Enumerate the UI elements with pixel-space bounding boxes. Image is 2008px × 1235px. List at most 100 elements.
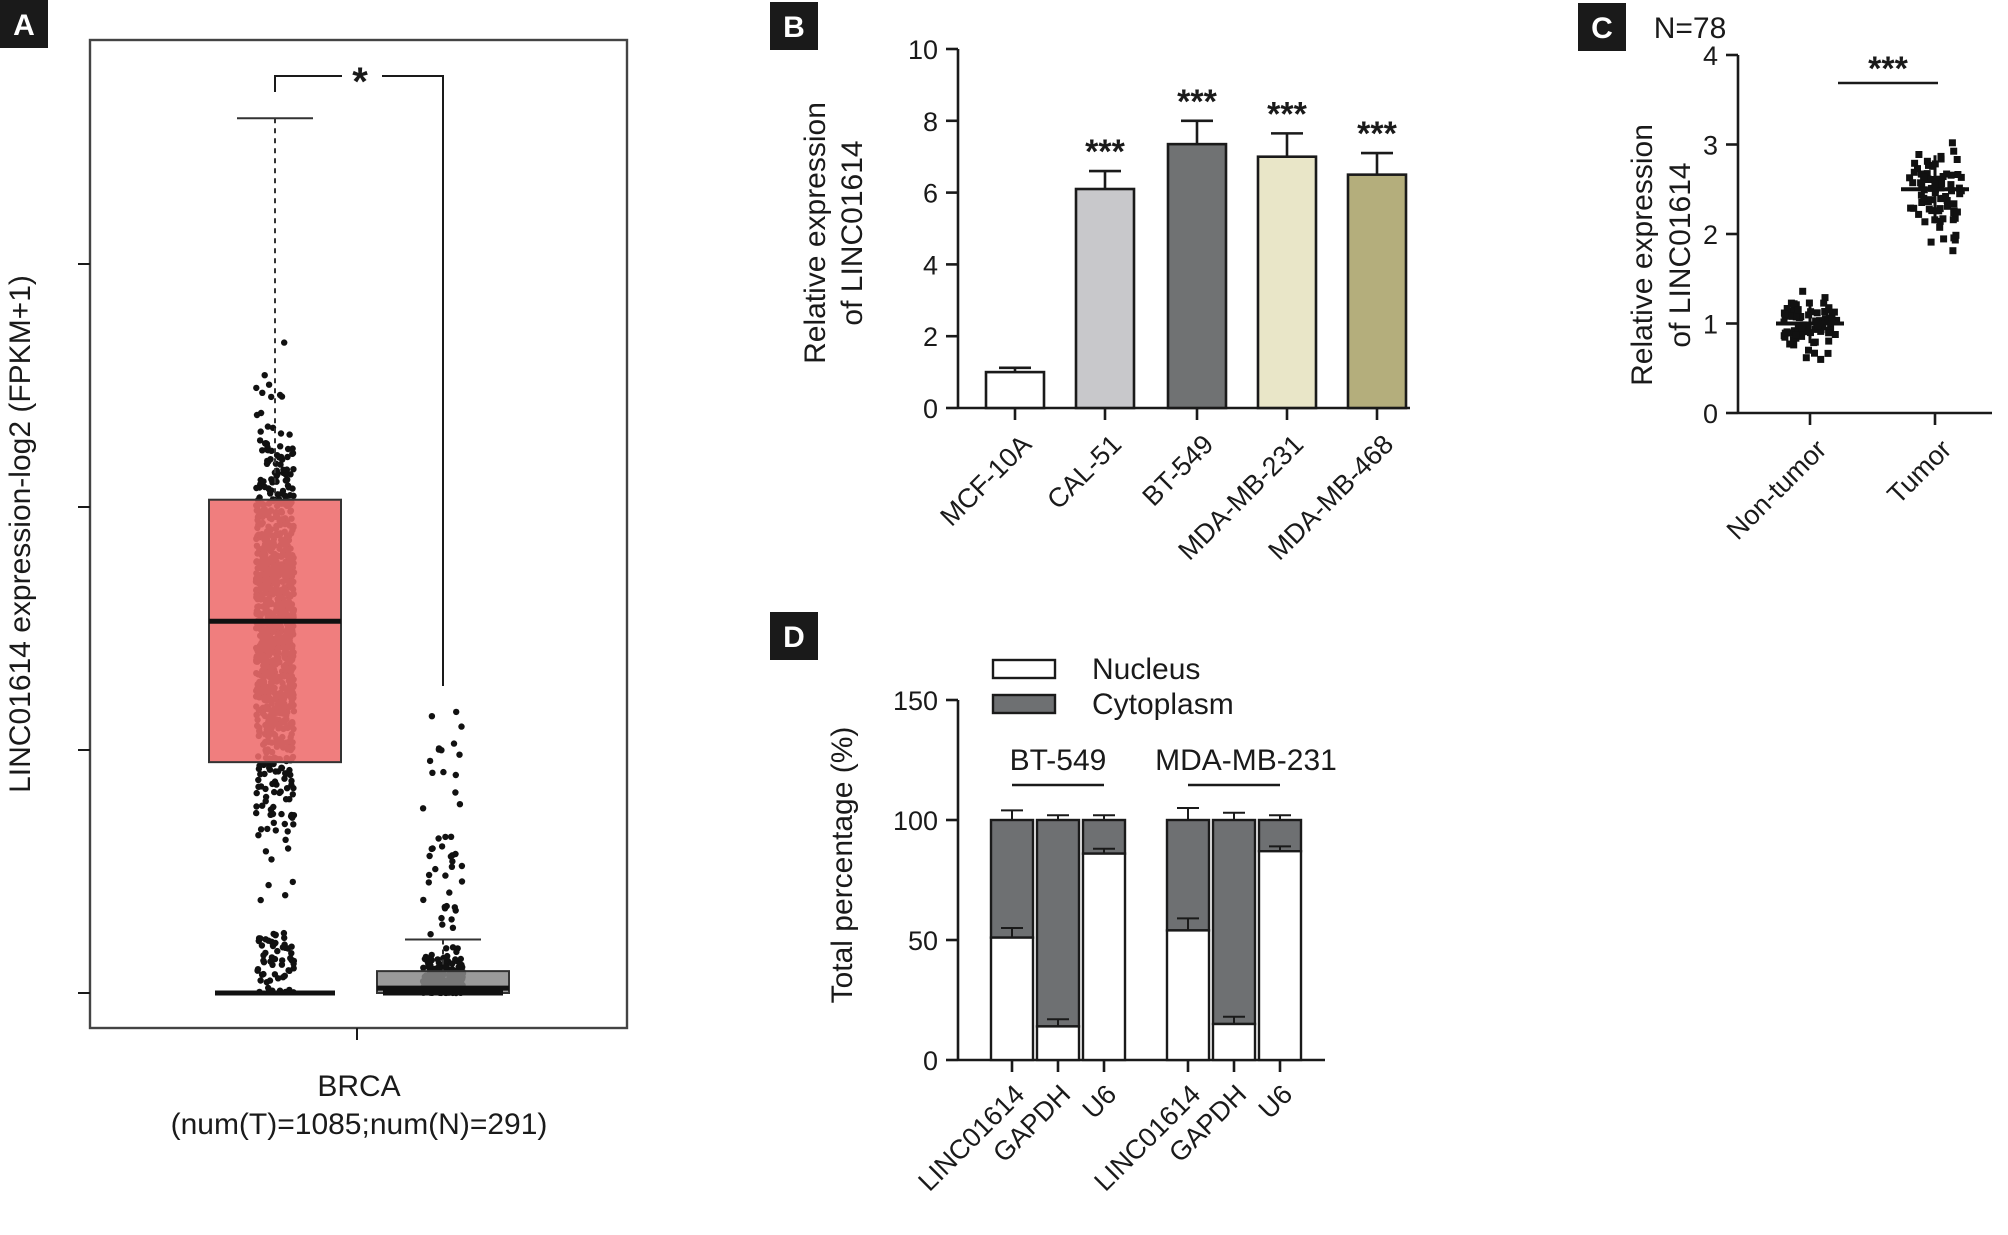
panel-a-point-normal bbox=[442, 833, 449, 841]
panel-a-point-tumor bbox=[277, 443, 284, 450]
panel-a-point-tumor bbox=[272, 939, 279, 947]
panel-a-point-normal bbox=[429, 845, 436, 852]
panel-b-letter: B bbox=[783, 11, 805, 44]
panel-c-point-non-tumor bbox=[1798, 324, 1806, 332]
panel-c-point-non-tumor bbox=[1783, 328, 1791, 336]
panel-a-point-tumor bbox=[272, 768, 279, 775]
panel-a-sample-label: (num(T)=1085;num(N)=291) bbox=[171, 1108, 548, 1141]
panel-a-point-tumor bbox=[290, 466, 297, 473]
panel-a-point-tumor bbox=[289, 485, 296, 492]
panel-d-bar-nucleus-2 bbox=[1081, 852, 1127, 1062]
panel-a-y-label: LINC01614 expression-log2 (FPKM+1) bbox=[4, 275, 37, 793]
panel-a-point-tumor bbox=[281, 934, 288, 942]
panel-a-point-tumor bbox=[265, 381, 273, 388]
panel-a-point-normal bbox=[456, 751, 463, 758]
panel-c-point-non-tumor bbox=[1812, 317, 1820, 325]
panel-c-point-non-tumor bbox=[1790, 327, 1798, 335]
panel-a-point-tumor bbox=[255, 783, 262, 790]
panel-a-point-tumor bbox=[257, 428, 264, 435]
panel-a-point-tumor bbox=[281, 972, 288, 979]
panel-c-point-tumor bbox=[1948, 139, 1956, 147]
panel-c-point-tumor bbox=[1923, 157, 1931, 165]
panel-d-bar-nucleus-3 bbox=[1165, 929, 1211, 1062]
panel-d-bar-nucleus-5 bbox=[1257, 850, 1303, 1062]
panel-a-point-tumor bbox=[271, 788, 278, 796]
panel-b-bar-cal-51 bbox=[1074, 187, 1136, 410]
panel-a-point-normal bbox=[453, 948, 460, 956]
panel-d-bars bbox=[989, 807, 1303, 1062]
panel-c-point-tumor bbox=[1944, 202, 1951, 210]
panel-c-letter: C bbox=[1591, 12, 1613, 45]
panel-a-box-0 bbox=[208, 498, 342, 764]
panel-a-point-tumor bbox=[253, 411, 261, 419]
panel-a-point-tumor bbox=[286, 431, 293, 438]
panel-c-point-tumor bbox=[1954, 171, 1962, 178]
panel-c-point-non-tumor bbox=[1792, 313, 1800, 321]
panel-c-y-tick-label-1: 1 bbox=[1703, 310, 1718, 340]
panel-c-point-non-tumor bbox=[1789, 336, 1797, 344]
panel-a-point-normal bbox=[452, 789, 459, 796]
panel-a-point-tumor bbox=[284, 482, 292, 489]
panel-a-point-normal bbox=[449, 944, 457, 951]
panel-a-point-tumor bbox=[255, 937, 262, 945]
panel-d: D Total percentage (%) NucleusCytoplasm … bbox=[770, 612, 1337, 1197]
panel-a-point-tumor bbox=[284, 845, 292, 852]
panel-d-bar-cytoplasm-4 bbox=[1211, 818, 1257, 1026]
panel-a-point-normal bbox=[441, 905, 449, 912]
panel-d-y-tick-label-2: 100 bbox=[893, 806, 938, 836]
panel-d-x-label-2: U6 bbox=[1077, 1079, 1123, 1125]
panel-d-y-tick-label-0: 0 bbox=[923, 1046, 938, 1076]
panel-a-point-tumor bbox=[284, 453, 291, 461]
panel-c-point-non-tumor bbox=[1824, 317, 1832, 325]
panel-a-point-tumor bbox=[262, 848, 270, 855]
panel-a-point-tumor bbox=[259, 802, 266, 809]
panel-a-point-normal bbox=[442, 963, 449, 970]
panel-a-point-tumor bbox=[274, 975, 282, 982]
panel-a-point-tumor bbox=[285, 967, 292, 974]
panel-b-significance-4: *** bbox=[1357, 115, 1397, 153]
panel-a-star-backing bbox=[342, 68, 382, 92]
panel-c-point-non-tumor bbox=[1828, 315, 1836, 323]
panel-b-significance-2: *** bbox=[1177, 83, 1217, 121]
panel-a-point-tumor bbox=[286, 766, 293, 774]
panel-c-point-non-tumor bbox=[1786, 340, 1794, 348]
panel-a-point-tumor bbox=[281, 820, 288, 828]
panel-c-point-tumor bbox=[1928, 207, 1936, 215]
panel-c-dots bbox=[1776, 139, 1969, 363]
panel-c-point-non-tumor bbox=[1792, 331, 1800, 339]
panel-c-point-tumor bbox=[1949, 216, 1957, 224]
panel-a-point-tumor bbox=[259, 447, 266, 454]
panel-a-point-tumor bbox=[263, 979, 270, 986]
panel-a-point-tumor bbox=[267, 490, 274, 497]
panel-c-x-label-0: Non-tumor bbox=[1721, 434, 1832, 545]
panel-d-legend-swatch-nucleus bbox=[991, 658, 1057, 680]
panel-a-point-normal bbox=[427, 962, 434, 969]
panel-c-point-tumor bbox=[1935, 207, 1943, 215]
panel-a-point-normal bbox=[425, 879, 432, 886]
panel-c-point-non-tumor bbox=[1825, 337, 1833, 345]
panel-a-point-tumor bbox=[253, 384, 260, 392]
panel-a-point-tumor bbox=[268, 856, 275, 863]
panel-a-point-normal bbox=[452, 907, 459, 914]
panel-a-point-normal bbox=[426, 852, 433, 860]
panel-a-point-tumor bbox=[288, 943, 295, 950]
panel-d-legend-label-cytoplasm: Cytoplasm bbox=[1092, 688, 1234, 721]
panel-a-point-normal bbox=[439, 921, 446, 928]
panel-a-point-tumor bbox=[289, 878, 296, 886]
panel-a-point-tumor bbox=[262, 785, 269, 793]
panel-c-point-non-tumor bbox=[1805, 346, 1812, 354]
panel-a-point-normal bbox=[427, 931, 434, 938]
panel-c-point-non-tumor bbox=[1831, 331, 1839, 338]
panel-a-point-tumor bbox=[283, 785, 291, 792]
panel-b-y-tick-label-1: 2 bbox=[923, 322, 938, 352]
panel-a-point-tumor bbox=[260, 959, 268, 966]
panel-c-point-non-tumor bbox=[1811, 325, 1819, 333]
panel-c-point-tumor bbox=[1917, 179, 1925, 187]
panel-d-bar-nucleus-1 bbox=[1035, 1025, 1081, 1062]
panel-a-point-tumor bbox=[255, 776, 262, 784]
panel-a-point-tumor bbox=[272, 931, 279, 938]
panel-a-point-normal bbox=[458, 723, 465, 730]
panel-a-point-tumor bbox=[255, 832, 262, 839]
panel-c-point-non-tumor bbox=[1786, 312, 1794, 320]
panel-d-x-label-5: U6 bbox=[1253, 1079, 1299, 1125]
